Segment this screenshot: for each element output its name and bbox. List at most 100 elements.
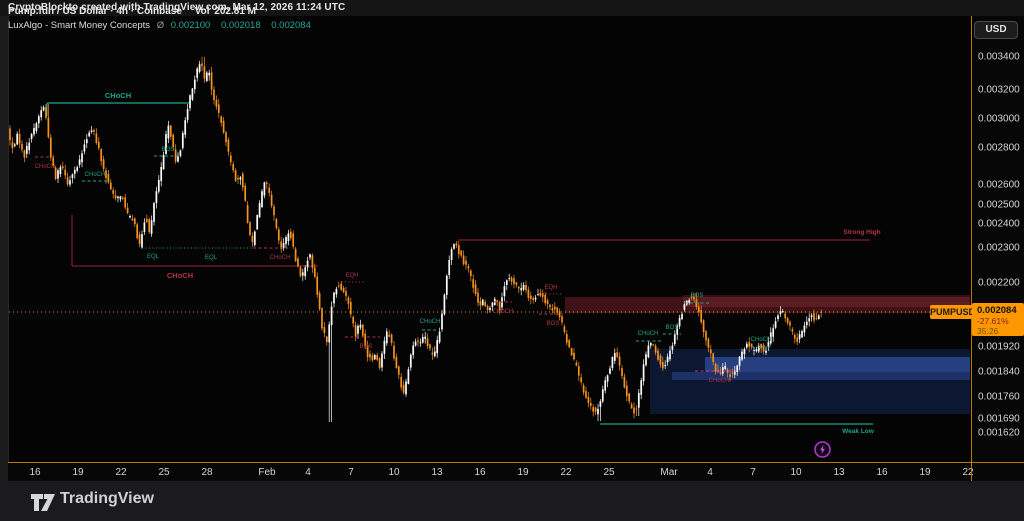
candle-body xyxy=(597,408,599,415)
candle-body xyxy=(347,297,350,304)
price-axis-label: 0.001920 xyxy=(978,341,1020,353)
candle-body xyxy=(273,206,275,216)
candle-body xyxy=(546,300,549,305)
candle-body xyxy=(599,401,602,407)
candle-body xyxy=(438,331,441,343)
candle-body xyxy=(313,267,316,277)
candle-body xyxy=(748,342,751,347)
candle-body xyxy=(618,356,621,366)
candle-body xyxy=(558,311,561,317)
smc-annotation-label: EQL xyxy=(147,254,160,260)
candle-body xyxy=(227,139,230,152)
time-axis-label: 4 xyxy=(707,467,713,478)
candle-body xyxy=(138,234,141,245)
candle-body xyxy=(395,357,398,368)
candle-body xyxy=(791,329,794,332)
smc-annotation-label: BOS xyxy=(360,344,373,350)
candle-body xyxy=(325,336,328,343)
instant-trading-icon[interactable] xyxy=(813,440,832,459)
candle-body xyxy=(649,342,652,346)
currency-toggle-button[interactable]: USD xyxy=(974,21,1018,39)
smc-annotation-label: EQH xyxy=(345,273,358,279)
candle-body xyxy=(316,276,319,295)
candle-body xyxy=(133,218,136,225)
tradingview-logo-text: TradingView xyxy=(60,490,154,507)
price-chart-canvas[interactable]: CHoCH CHoCH BOS EQL EQL CHoCH EQH BOS CHoCH CHoCH… xyxy=(8,16,971,462)
price-axis[interactable]: USD 0.003400 0.003200 0.003000 0.002800 0.00… xyxy=(972,16,1024,462)
candle-body xyxy=(520,288,523,291)
candle-body xyxy=(330,306,333,326)
candle-body xyxy=(633,407,635,414)
candle-body xyxy=(738,356,741,366)
candle-body xyxy=(657,350,659,360)
candle-body xyxy=(474,284,477,294)
candle-body xyxy=(592,407,595,412)
candle-body xyxy=(114,195,117,199)
candle-body xyxy=(40,110,43,118)
candle-body xyxy=(419,342,422,344)
candle-body xyxy=(309,254,311,258)
candle-body xyxy=(424,336,427,339)
candle-body xyxy=(489,307,491,311)
chart-pane[interactable] xyxy=(8,16,971,462)
candle-body xyxy=(359,324,362,328)
candle-body xyxy=(445,275,448,295)
time-axis[interactable]: 16 19 22 25 28 Feb 4 7 10 13 16 19 22 25 Mar 4 7 10 13 16 19… xyxy=(8,463,1024,481)
candle-body xyxy=(277,229,280,241)
time-axis-label: 10 xyxy=(790,467,802,478)
price-axis-label: 0.001690 xyxy=(978,413,1020,425)
candle-body xyxy=(765,350,767,353)
candle-body xyxy=(563,326,566,332)
candle-body xyxy=(54,167,57,179)
candle-body xyxy=(532,297,535,300)
candle-body xyxy=(263,182,266,196)
symbol-title-row[interactable]: Pump.fun / US Dollar · 4h · Coinbase Vol… xyxy=(8,6,319,17)
candle-body xyxy=(789,322,791,326)
candle-body xyxy=(88,132,91,137)
time-axis-label: 19 xyxy=(517,467,529,478)
candle-body xyxy=(208,72,211,76)
candle-body xyxy=(249,222,251,236)
candle-body xyxy=(517,286,520,289)
candle-body xyxy=(323,327,326,334)
candle-body xyxy=(541,292,544,297)
candle-body xyxy=(352,316,355,324)
candle-body xyxy=(450,249,453,261)
candle-body xyxy=(760,344,763,349)
candle-body xyxy=(484,302,487,307)
candle-body xyxy=(673,333,676,345)
candle-body xyxy=(69,180,71,185)
candle-body xyxy=(647,345,650,358)
candle-body xyxy=(762,344,765,352)
candle-body xyxy=(256,215,259,230)
last-price-value: 0.002084 xyxy=(977,305,1017,316)
candle-body xyxy=(793,334,796,339)
candle-body xyxy=(287,233,290,242)
price-axis-label: 0.001760 xyxy=(978,391,1020,403)
candle-body xyxy=(47,117,50,138)
indicator-row[interactable]: LuxAlgo - Smart Money Concepts Ø 0.00210… xyxy=(8,20,319,31)
candle-body xyxy=(66,177,69,185)
candle-body xyxy=(556,307,559,313)
candle-body xyxy=(561,316,563,323)
candle-body xyxy=(357,326,359,334)
candle-body xyxy=(83,144,86,152)
candle-body xyxy=(107,173,110,183)
time-axis-label: Feb xyxy=(258,467,276,478)
candle-body xyxy=(193,79,196,90)
candle-body xyxy=(755,349,758,352)
candle-body xyxy=(119,196,122,200)
candle-body xyxy=(455,243,458,246)
time-axis-label: 4 xyxy=(305,467,311,478)
candle-body xyxy=(815,317,818,319)
candle-body xyxy=(745,343,748,348)
candle-body xyxy=(297,258,299,267)
candle-body xyxy=(551,308,554,311)
price-axis-label: 0.003400 xyxy=(978,51,1020,63)
candle-body xyxy=(522,284,525,290)
candle-body xyxy=(203,66,206,79)
candle-body xyxy=(117,196,119,198)
candle-body xyxy=(721,367,724,374)
candle-body xyxy=(253,231,256,246)
